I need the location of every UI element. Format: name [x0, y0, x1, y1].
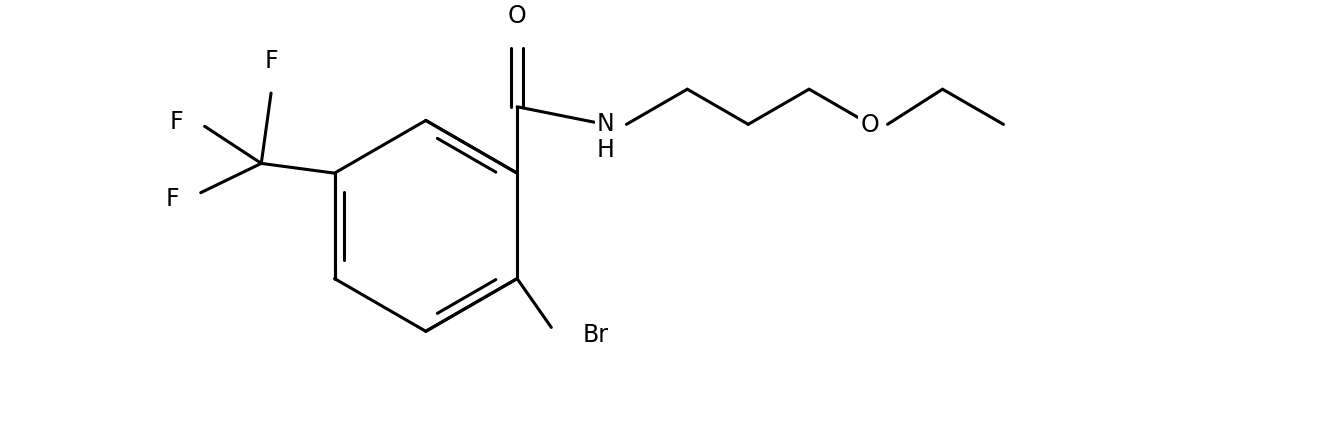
Text: Br: Br: [583, 322, 609, 346]
Text: O: O: [861, 113, 879, 137]
Text: O: O: [508, 4, 527, 28]
Text: N: N: [597, 112, 614, 136]
Text: F: F: [265, 49, 278, 72]
Text: F: F: [166, 186, 180, 210]
Text: F: F: [169, 110, 184, 134]
Text: H: H: [597, 138, 614, 161]
